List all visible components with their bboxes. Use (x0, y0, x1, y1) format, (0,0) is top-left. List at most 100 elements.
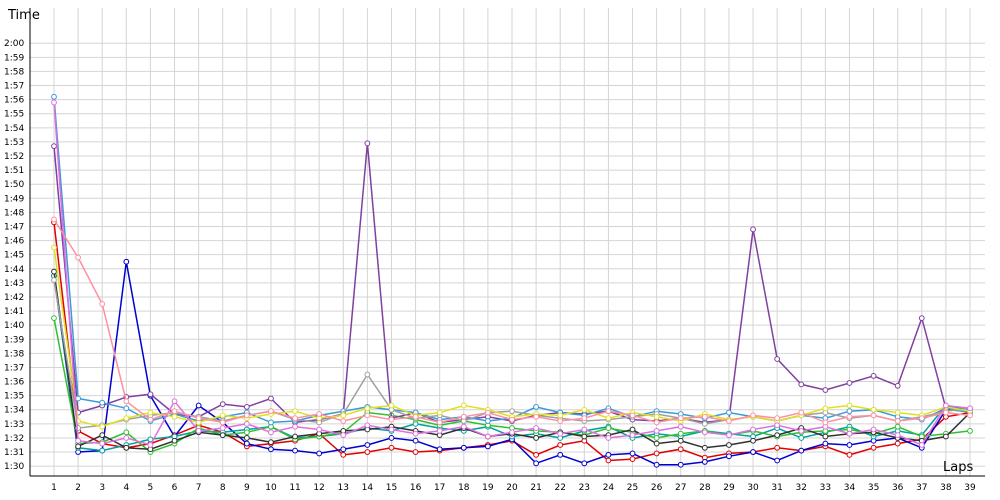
data-point (774, 422, 781, 429)
x-tick-label: 37 (916, 483, 927, 493)
data-point (629, 412, 636, 419)
data-point (653, 461, 660, 468)
data-point (460, 413, 467, 420)
data-point (171, 408, 178, 415)
data-point (726, 432, 732, 439)
x-tick-label: 38 (940, 483, 952, 493)
data-point (918, 442, 925, 448)
data-point (677, 430, 684, 437)
data-point (533, 451, 540, 458)
data-point (460, 402, 467, 409)
data-point (942, 433, 949, 440)
data-point (219, 432, 226, 439)
data-point (822, 419, 829, 426)
data-point (388, 416, 395, 423)
data-point (51, 277, 57, 283)
data-point (822, 387, 829, 393)
x-tick-label: 29 (723, 483, 735, 493)
data-point (557, 430, 564, 437)
data-point (316, 411, 323, 417)
y-tick-label: 1:42 (4, 293, 24, 303)
y-tick-label: 1:30 (4, 462, 24, 472)
x-tick-label: 10 (265, 483, 277, 493)
x-tick-label: 6 (172, 483, 178, 493)
data-point (340, 418, 347, 424)
data-point (798, 427, 805, 434)
data-point (653, 413, 660, 420)
data-point (605, 415, 612, 422)
data-point (171, 437, 178, 444)
y-tick-label: 1:47 (4, 222, 24, 232)
data-point (292, 408, 298, 415)
data-point (51, 93, 57, 100)
data-point (846, 430, 853, 437)
y-tick-label: 1:48 (4, 208, 24, 218)
grid (30, 8, 985, 476)
y-axis-title: Time (7, 8, 40, 23)
data-point (195, 427, 202, 434)
data-point (268, 429, 274, 436)
y-tick-label: 1:40 (4, 321, 24, 331)
y-tick-label: 1:55 (4, 110, 24, 120)
data-point (605, 408, 612, 415)
data-point (219, 419, 226, 426)
y-tick-label: 1:57 (4, 82, 24, 92)
x-tick-label: 12 (313, 483, 324, 493)
data-point (846, 442, 853, 448)
data-point (412, 430, 419, 437)
data-point (629, 450, 636, 457)
data-point (243, 440, 250, 447)
y-tick-label: 1:37 (4, 363, 24, 373)
data-point (677, 415, 684, 422)
data-point (99, 423, 106, 430)
data-point (581, 415, 588, 422)
x-tick-label: 4 (123, 483, 129, 493)
y-tick-label: 1:45 (4, 251, 24, 261)
data-point (268, 419, 274, 426)
data-point (701, 444, 708, 451)
data-point (653, 419, 660, 426)
data-point (484, 433, 491, 440)
data-point (75, 443, 82, 450)
data-point (123, 444, 130, 451)
data-point (219, 425, 226, 431)
x-tick-label: 22 (554, 483, 565, 493)
data-point (750, 449, 756, 455)
data-point (460, 444, 467, 451)
y-tick-label: 1:43 (4, 279, 24, 289)
y-tick-label: 1:59 (4, 53, 24, 63)
data-point (677, 446, 684, 453)
data-point (870, 426, 877, 433)
y-tick-label: 1:41 (4, 307, 24, 317)
data-point (268, 395, 274, 402)
data-point (677, 437, 684, 444)
data-point (605, 451, 612, 458)
data-point (147, 409, 154, 416)
data-point (870, 444, 877, 451)
data-point (292, 415, 298, 422)
data-point (51, 216, 57, 223)
data-point (629, 426, 636, 433)
data-point (653, 427, 660, 434)
y-tick-label: 1:46 (4, 237, 24, 247)
data-point (894, 418, 901, 424)
data-point (388, 426, 395, 433)
data-point (605, 457, 612, 464)
data-point (750, 412, 756, 419)
data-point (268, 439, 274, 446)
data-point (942, 402, 949, 409)
data-point (195, 415, 202, 422)
data-point (581, 460, 588, 467)
data-point (798, 409, 805, 416)
data-point (677, 461, 684, 468)
data-point (677, 423, 684, 430)
data-point (388, 402, 395, 409)
data-point (533, 435, 540, 441)
data-point (436, 409, 443, 416)
data-point (509, 416, 515, 423)
x-tick-label: 7 (196, 483, 202, 493)
data-point (123, 415, 130, 422)
data-point (243, 429, 250, 436)
data-point (846, 380, 853, 386)
